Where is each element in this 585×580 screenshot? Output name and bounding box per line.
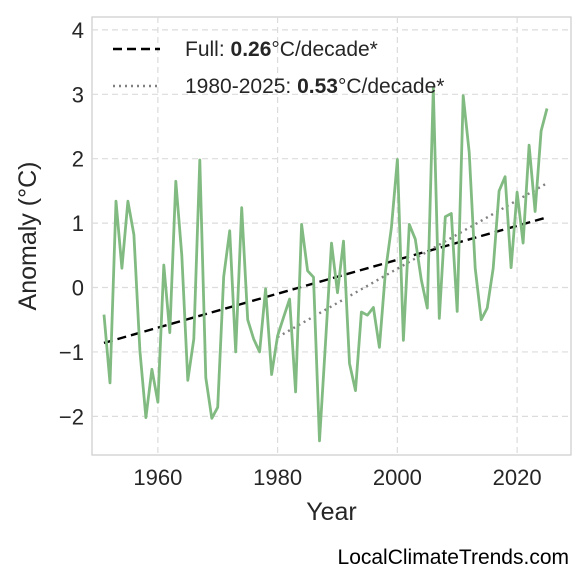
plot-area xyxy=(91,16,572,456)
x-tick-label: 1960 xyxy=(133,465,182,490)
recent-trend-line xyxy=(277,182,548,339)
anomaly-series-line xyxy=(102,86,549,443)
legend-rate: 0.53 xyxy=(297,75,338,98)
legend-unit: °C/decade* xyxy=(271,38,377,61)
y-tick-label: −1 xyxy=(59,340,84,365)
x-tick-label: 2020 xyxy=(493,465,542,490)
y-tick-label: 0 xyxy=(72,276,84,301)
legend-label: 1980-2025: xyxy=(185,75,297,98)
y-axis-label: Anomaly (°C) xyxy=(14,162,42,311)
watermark: LocalClimateTrends.com xyxy=(337,546,569,569)
y-tick-label: −2 xyxy=(59,404,84,429)
y-tick-label: 2 xyxy=(72,147,84,172)
legend-entry: 1980-2025: 0.53°C/decade* xyxy=(185,75,444,98)
y-tick-label: 1 xyxy=(72,211,84,236)
legend-unit: °C/decade* xyxy=(338,75,444,98)
x-axis-label: Year xyxy=(306,498,357,526)
x-tick-label: 2000 xyxy=(373,465,422,490)
legend-entry: Full: 0.26°C/decade* xyxy=(185,38,378,61)
y-tick-label: 3 xyxy=(72,82,84,107)
legend-rate: 0.26 xyxy=(231,38,272,61)
x-tick-label: 1980 xyxy=(253,465,302,490)
legend: Full: 0.26°C/decade*1980-2025: 0.53°C/de… xyxy=(113,38,444,98)
y-axis-ticks: 4 3 2 1 0 −1 −2 xyxy=(59,18,84,429)
x-axis-ticks: 1960 1980 2000 2020 xyxy=(133,465,541,490)
y-tick-label: 4 xyxy=(72,18,84,43)
legend-label: Full: xyxy=(185,38,231,61)
series-layer xyxy=(102,86,549,443)
